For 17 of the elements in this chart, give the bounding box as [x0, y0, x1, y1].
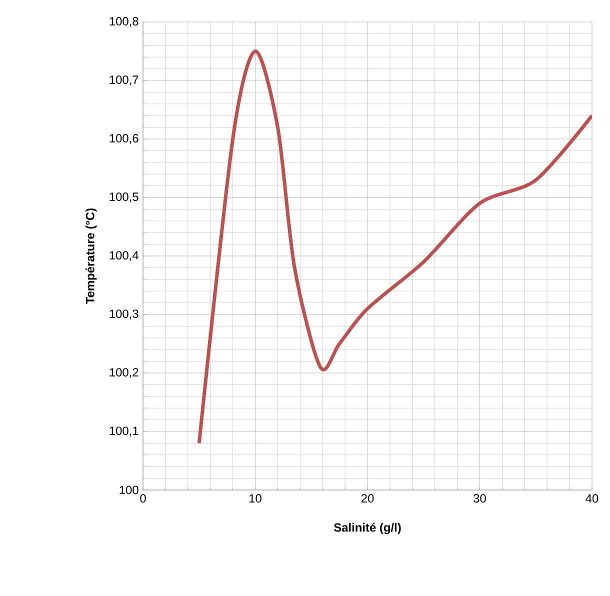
y-tick-label: 100,7	[110, 76, 138, 86]
y-tick-label: 100,3	[110, 310, 138, 320]
y-tick-label: 100	[120, 486, 138, 494]
x-tick-label: 10	[250, 494, 262, 503]
y-tick-label: 100,6	[110, 134, 138, 144]
y-tick-label: 100,8	[110, 17, 138, 27]
x-tick-label: 40	[586, 494, 598, 503]
y-tick-label: 100,5	[110, 192, 138, 202]
y-tick-label: 100,4	[110, 251, 138, 261]
y-tick-label: 100,1	[110, 426, 138, 436]
x-tick-label: 20	[361, 494, 374, 503]
x-tick-label: 30	[474, 494, 486, 503]
x-axis-title: Salinité (g/l)	[334, 522, 401, 534]
line-series	[197, 49, 592, 445]
x-tick-label: 0	[140, 494, 146, 503]
y-tick-label: 100,2	[110, 368, 138, 378]
y-axis-title: Température (°C)	[85, 208, 97, 304]
